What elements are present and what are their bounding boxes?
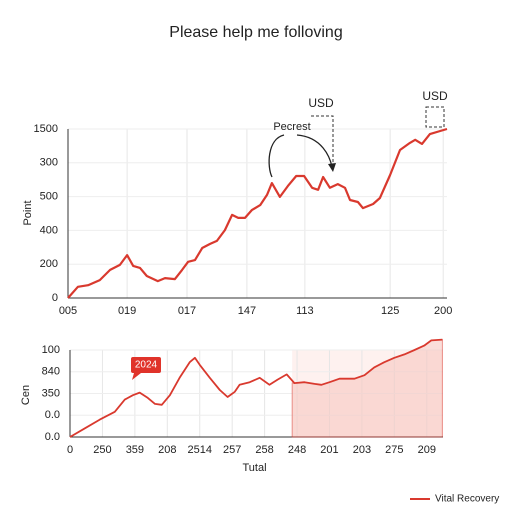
y-tick-label: 500: [40, 191, 58, 203]
y-tick-label: 100: [42, 344, 60, 356]
annotation-arrowhead: [328, 163, 336, 172]
annotation: USD: [422, 89, 448, 103]
x-tick-label: 2514: [187, 444, 211, 456]
x-axis-label: Tutal: [242, 462, 266, 474]
y-tick-label: 0.0: [45, 409, 60, 421]
x-tick-label: 250: [93, 444, 111, 456]
x-tick-label: 257: [223, 444, 241, 456]
x-tick-label: 0: [67, 444, 73, 456]
y-axis-label: Cen: [20, 385, 32, 405]
y-tick-label: 840: [42, 366, 60, 378]
y-tick-label: 0: [52, 292, 58, 304]
y-tick-label: 1500: [34, 123, 58, 135]
annotation: 2024: [135, 360, 158, 371]
annotation-bracket: [311, 115, 334, 164]
data-line: [67, 127, 448, 299]
x-tick-label: 359: [126, 444, 144, 456]
x-tick-label: 209: [418, 444, 436, 456]
x-tick-label: 017: [178, 305, 196, 317]
data-line: [69, 338, 443, 438]
annotation: USD: [308, 96, 334, 110]
x-tick-label: 201: [320, 444, 338, 456]
x-tick-label: 019: [118, 305, 136, 317]
x-tick-label: 147: [238, 305, 256, 317]
y-tick-label: 200: [40, 258, 58, 270]
annotation-tag-pointer: [132, 373, 141, 380]
y-tick-label: 350: [42, 387, 60, 399]
x-tick-label: 203: [353, 444, 371, 456]
x-tick-label: 258: [255, 444, 273, 456]
x-tick-label: 125: [381, 305, 399, 317]
annotation-arrow: [296, 134, 333, 168]
y-tick-label: 400: [40, 224, 58, 236]
x-tick-label: 005: [59, 305, 77, 317]
annotation-tag: [131, 357, 161, 373]
annotation-arrow: [268, 134, 285, 178]
x-tick-label: 200: [434, 305, 452, 317]
page-title: Please help me folloving: [169, 24, 342, 41]
legend-label: Vital Recovery: [435, 494, 499, 505]
x-tick-label: 275: [385, 444, 403, 456]
annotation-box: [425, 106, 445, 128]
y-tick-label: 0.0: [45, 431, 60, 443]
y-tick-label: 300: [40, 157, 58, 169]
x-tick-label: 113: [296, 305, 314, 317]
annotation: Pecrest: [273, 121, 310, 133]
y-axis-label: Point: [22, 200, 34, 225]
x-tick-label: 208: [158, 444, 176, 456]
x-tick-label: 248: [288, 444, 306, 456]
